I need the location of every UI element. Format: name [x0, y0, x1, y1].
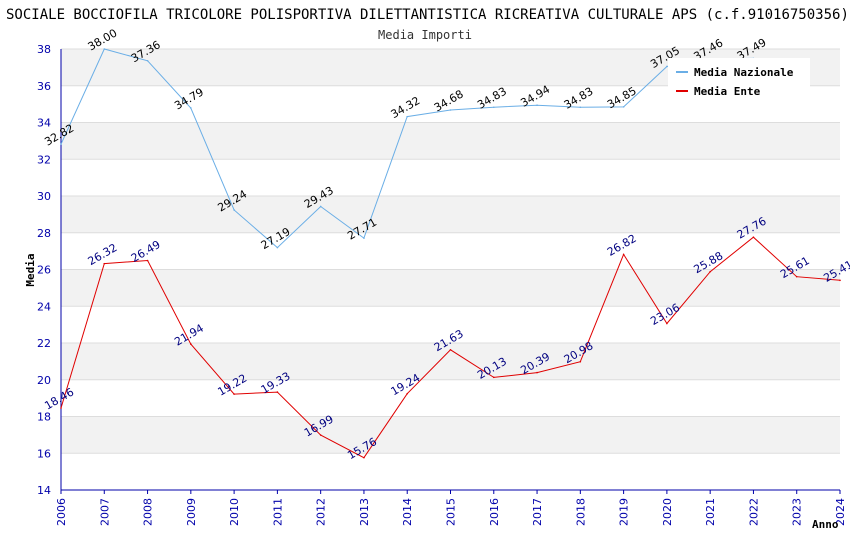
data-point: [276, 391, 279, 393]
data-point: [536, 371, 538, 374]
data-point: [579, 360, 582, 363]
data-point: [666, 65, 668, 68]
data-label: 18.46: [42, 386, 76, 413]
x-tick-label: 2010: [228, 498, 241, 526]
legend-entry: Media Ente: [694, 85, 761, 98]
x-tick-labels: 2006 2007 2008 2009 2010 2011 2012 2013 2014 2015…: [55, 498, 847, 526]
x-axis-label: Anno: [812, 518, 839, 531]
x-tick-label: 2020: [661, 498, 674, 526]
data-point: [752, 236, 755, 238]
data-point: [319, 434, 322, 436]
data-point: [449, 109, 452, 111]
plot-band: [61, 416, 840, 454]
data-point: [406, 115, 409, 118]
data-point: [579, 106, 582, 109]
data-point: [406, 392, 409, 395]
x-tick-label: 2022: [747, 498, 760, 526]
data-point: [233, 209, 235, 211]
y-tick-label: 32: [37, 153, 51, 166]
y-tick-label: 30: [37, 190, 51, 203]
plot-band: [61, 122, 840, 160]
data-point: [103, 262, 106, 265]
data-label: 34.79: [172, 85, 206, 112]
legend: Media Nazionale Media Ente: [668, 58, 810, 102]
y-tick-label: 16: [37, 447, 51, 460]
x-tick-label: 2018: [574, 498, 587, 526]
x-tick-label: 2015: [445, 498, 458, 526]
series-lines: [60, 48, 841, 459]
data-point: [839, 279, 841, 282]
y-tick-label: 14: [37, 484, 51, 497]
x-tick-label: 2017: [531, 498, 544, 526]
x-tick-label: 2012: [315, 498, 328, 526]
plot-band: [61, 269, 840, 307]
data-point: [492, 376, 495, 379]
x-tick-label: 2014: [401, 498, 414, 526]
data-point: [233, 393, 235, 395]
data-point: [103, 48, 106, 50]
x-tick-label: 2008: [142, 498, 155, 526]
axes: [60, 49, 841, 494]
data-point: [536, 104, 538, 107]
data-point: [709, 270, 711, 273]
y-tick-label: 26: [37, 264, 51, 277]
chart-subtitle: Media Importi: [378, 28, 472, 42]
x-tick-label: 2007: [98, 498, 111, 526]
data-point: [146, 59, 149, 62]
data-point: [60, 143, 62, 145]
y-tick-label: 18: [37, 411, 51, 424]
legend-box: [668, 58, 810, 102]
y-tick-label: 38: [37, 43, 51, 56]
x-tick-label: 2019: [618, 498, 631, 526]
data-point: [449, 348, 452, 351]
data-point: [622, 106, 625, 108]
data-point: [60, 407, 62, 409]
data-point: [190, 343, 192, 345]
x-tick-label: 2021: [704, 498, 717, 526]
x-tick-label: 2009: [185, 498, 198, 526]
legend-entry: Media Nazionale: [694, 66, 794, 79]
data-label: 34.83: [562, 85, 596, 112]
x-tick-label: 2011: [271, 498, 284, 526]
chart-title: SOCIALE BOCCIOFILA TRICOLORE POLISPORTIV…: [6, 7, 849, 23]
data-point: [146, 259, 149, 262]
x-tick-label: 2023: [791, 498, 804, 526]
y-tick-label: 28: [37, 227, 51, 240]
data-point: [666, 322, 668, 325]
y-tick-label: 22: [37, 337, 51, 350]
y-tick-label: 24: [37, 300, 51, 313]
data-point: [363, 237, 365, 239]
x-tick-label: 2013: [358, 498, 371, 526]
y-tick-labels: 14 16 18 20 22 24 26 28 30 32 34 36 38: [37, 43, 51, 497]
y-tick-label: 34: [37, 117, 51, 130]
data-point: [190, 107, 192, 109]
plot-band: [61, 196, 840, 233]
data-point: [276, 246, 279, 249]
data-point: [795, 275, 798, 278]
y-axis-label: Media: [24, 253, 37, 286]
data-label: 26.82: [605, 232, 639, 259]
data-point: [622, 253, 625, 256]
data-point: [492, 106, 495, 109]
data-point: [363, 456, 365, 459]
data-label: 34.32: [389, 94, 423, 121]
x-tick-label: 2024: [834, 498, 847, 526]
x-tick-label: 2006: [55, 498, 68, 526]
data-label: 26.32: [86, 241, 120, 268]
x-tick-label: 2016: [488, 498, 501, 526]
y-tick-label: 36: [37, 80, 51, 93]
data-point: [319, 205, 322, 208]
y-tick-label: 20: [37, 374, 51, 387]
